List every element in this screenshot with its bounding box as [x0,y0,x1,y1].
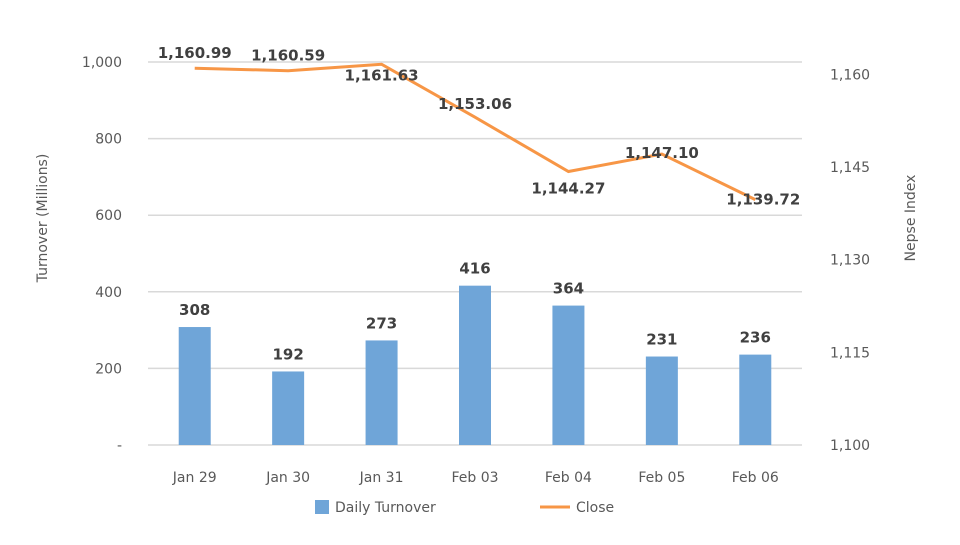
bar-Feb 04 [552,305,585,445]
bar-data-label: 192 [272,345,303,363]
line-data-label: 1,147.10 [625,144,699,162]
line-data-label: 1,160.59 [251,47,325,65]
y-tick-label: 200 [95,361,122,377]
y2-tick-label: 1,160 [830,67,870,83]
x-tick-label: Feb 03 [451,470,498,486]
x-tick-label: Feb 05 [638,470,685,486]
legend-label: Daily Turnover [335,500,436,516]
line-data-label: 1,161.63 [345,66,419,84]
legend-label: Close [576,500,614,516]
y2-tick-label: 1,130 [830,253,870,269]
bar-Jan 30 [272,371,305,445]
bar-data-label: 364 [553,280,584,298]
close-line [194,62,756,201]
x-tick-label: Feb 06 [732,470,779,486]
x-tick-label: Jan 30 [265,470,310,486]
line-data-label: 1,153.06 [438,95,512,113]
bar-data-label: 236 [740,329,771,347]
y2-tick-label: 1,145 [830,160,870,176]
y-tick-label: 1,000 [82,55,122,71]
y-tick-label: 800 [95,132,122,148]
bar-data-label: 308 [179,301,210,319]
bar-Jan 31 [365,340,398,445]
y-tick-label: - [117,438,122,454]
bar-data-label: 231 [646,331,677,349]
y2-tick-label: 1,100 [830,438,870,454]
x-tick-label: Feb 04 [545,470,592,486]
legend-bar-swatch [315,500,329,514]
bar-data-label: 416 [459,260,490,278]
bar-data-label: 273 [366,314,397,332]
bar-Feb 03 [459,285,491,445]
y-axis-title: Turnover (Millions) [35,154,51,284]
y2-tick-label: 1,115 [830,345,870,361]
x-tick-label: Jan 31 [359,470,404,486]
line-data-label: 1,139.72 [726,191,800,209]
x-tick-label: Jan 29 [172,470,217,486]
bar-Jan 29 [178,327,211,445]
y-tick-label: 400 [95,285,122,301]
bar-Feb 05 [645,356,678,445]
y-tick-label: 600 [95,208,122,224]
line-data-label: 1,160.99 [158,44,232,62]
line-data-label: 1,144.27 [531,180,605,198]
bar-Feb 06 [739,354,772,445]
y2-axis-title: Nepse Index [903,175,919,262]
